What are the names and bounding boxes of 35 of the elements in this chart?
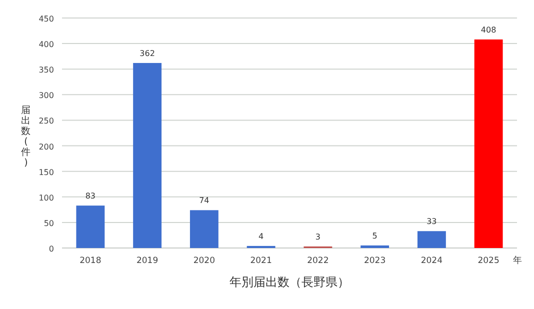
data-label: 33 xyxy=(426,217,437,226)
x-tick-label: 2018 xyxy=(80,256,102,266)
bar xyxy=(190,210,218,248)
data-label: 408 xyxy=(480,25,496,34)
y-tick-label: 50 xyxy=(44,218,54,228)
x-tick-label: 2025 xyxy=(478,256,500,266)
y-axis-title: 届出数(件) xyxy=(21,105,31,168)
y-tick-label: 200 xyxy=(38,142,54,152)
y-tick-label: 400 xyxy=(38,40,54,50)
x-tick-label: 2023 xyxy=(364,256,386,266)
x-tick-label: 2021 xyxy=(250,256,272,266)
y-tick-label: 300 xyxy=(38,91,54,100)
y-tick-label: 450 xyxy=(38,14,54,24)
bar xyxy=(474,39,503,248)
y-tick-label: 250 xyxy=(38,116,54,126)
data-label: 362 xyxy=(140,48,155,58)
x-tick-label: 2022 xyxy=(307,256,329,266)
data-label: 74 xyxy=(199,196,210,206)
bar xyxy=(360,245,390,248)
y-tick-label: 0 xyxy=(48,244,54,254)
data-label: 3 xyxy=(315,232,320,242)
text: 年 xyxy=(513,255,522,266)
bar xyxy=(76,206,105,248)
x-tick-label: 2020 xyxy=(193,256,216,266)
y-tick-label: 150 xyxy=(38,168,54,177)
x-tick-label: 2024 xyxy=(420,256,443,266)
bar xyxy=(417,231,446,248)
data-label: 83 xyxy=(85,192,96,201)
x-tick-label: 2019 xyxy=(136,256,158,266)
y-tick-label: 100 xyxy=(38,193,54,202)
y-tick-label: 350 xyxy=(38,66,54,75)
data-label: 5 xyxy=(372,231,378,240)
data-label: 4 xyxy=(258,232,264,241)
bar xyxy=(133,62,162,248)
x-axis-title: 年別届出数（長野県） xyxy=(230,275,350,289)
